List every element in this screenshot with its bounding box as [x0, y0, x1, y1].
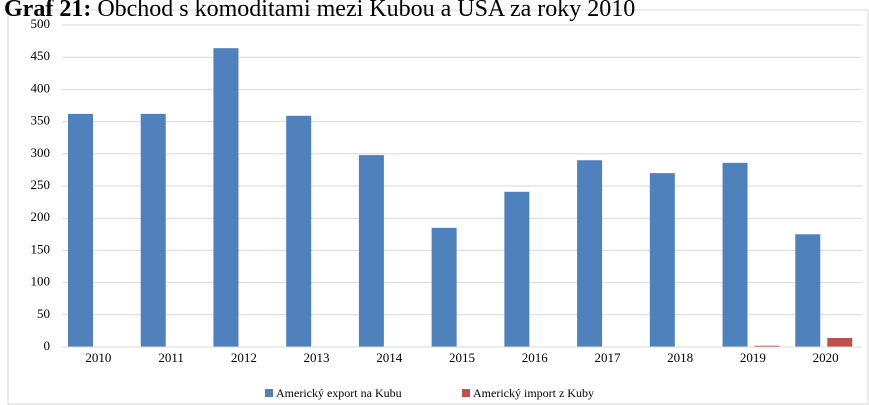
- bar: [358, 155, 384, 347]
- bar: [577, 160, 603, 347]
- legend-swatch: [462, 389, 470, 397]
- title-label: Graf 21:: [4, 0, 91, 22]
- y-tick-label: 200: [31, 209, 51, 224]
- x-tick-label: 2016: [522, 350, 549, 365]
- x-tick-label: 2013: [304, 350, 330, 365]
- y-tick-label: 450: [31, 48, 51, 63]
- chart-title: Graf 21: Obchod s komoditami mezi Kubou a…: [4, 0, 635, 22]
- x-tick-label: 2014: [376, 350, 403, 365]
- y-tick-label: 250: [31, 177, 51, 192]
- legend-label: Americký export na Kubu: [276, 386, 402, 400]
- legend-swatch: [265, 389, 273, 397]
- x-tick-label: 2018: [667, 350, 693, 365]
- bar: [68, 113, 93, 347]
- y-tick-label: 150: [31, 241, 51, 256]
- y-tick-label: 100: [31, 274, 51, 289]
- x-tick-label: 2020: [813, 350, 839, 365]
- x-tick-label: 2017: [594, 350, 621, 365]
- legend-label: Americký import z Kuby: [473, 386, 594, 400]
- y-tick-label: 300: [31, 145, 51, 160]
- y-tick-label: 350: [31, 113, 51, 128]
- bar: [140, 113, 166, 347]
- bar: [431, 227, 457, 347]
- bar: [795, 234, 821, 347]
- y-tick-label: 500: [31, 16, 51, 31]
- bar: [504, 191, 530, 347]
- x-tick-label: 2010: [85, 350, 111, 365]
- bar: [827, 337, 853, 347]
- bar: [286, 115, 312, 347]
- x-tick-label: 2019: [740, 350, 766, 365]
- x-tick-label: 2012: [231, 350, 257, 365]
- y-tick-label: 0: [44, 338, 51, 353]
- bar: [722, 162, 748, 347]
- bar: [213, 48, 239, 348]
- title-text: Obchod s komoditami mezi Kubou a USA za …: [97, 0, 635, 22]
- bar: [649, 173, 675, 347]
- bar: [754, 345, 780, 347]
- x-tick-label: 2015: [449, 350, 475, 365]
- x-tick-label: 2011: [158, 350, 184, 365]
- y-tick-label: 50: [37, 306, 50, 321]
- y-tick-label: 400: [31, 80, 51, 95]
